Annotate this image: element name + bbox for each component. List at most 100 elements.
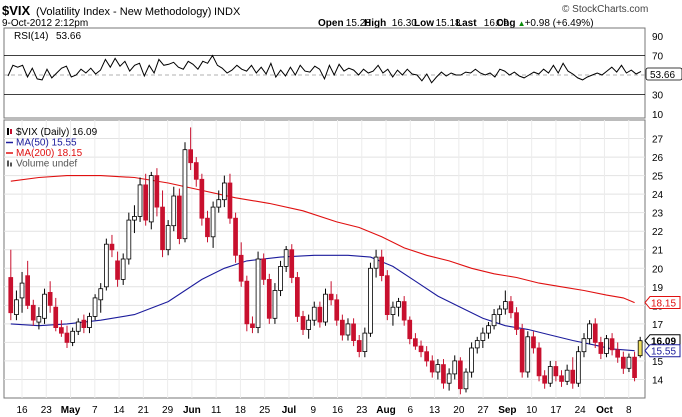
candle-body (70, 330, 75, 343)
candle-body (637, 340, 643, 357)
rsi-grid (4, 55, 645, 95)
candle-body (441, 364, 446, 384)
candle (328, 281, 334, 306)
candle (542, 370, 548, 389)
candle (452, 355, 458, 380)
candle-body (143, 184, 148, 221)
candle-body (278, 265, 283, 291)
candle-body (193, 162, 199, 180)
price-grid (4, 120, 645, 398)
candle-body (14, 299, 19, 315)
candle-body (531, 336, 536, 349)
candle-body (396, 301, 401, 308)
candle-body (609, 338, 615, 351)
candle-body (536, 347, 542, 377)
candle-body (457, 360, 463, 390)
price-tick-label: 26 (652, 153, 664, 164)
candle-body (384, 275, 390, 316)
candle-body (154, 175, 160, 208)
candle-body (525, 336, 531, 373)
candle (559, 370, 564, 387)
quote-value-low: 15.18 (436, 18, 461, 29)
date-tick-label: 29 (162, 405, 174, 416)
candle-body (418, 345, 424, 353)
candle-body (542, 375, 548, 384)
candle (480, 327, 486, 348)
candle-body (216, 199, 222, 208)
candle (25, 260, 31, 310)
candle-body (294, 277, 300, 317)
candle (250, 316, 255, 334)
candle-body (53, 306, 59, 329)
candle (514, 307, 519, 335)
date-tick-label: 21 (138, 405, 150, 416)
date-tick-label: 25 (259, 405, 271, 416)
candle-body (491, 314, 497, 327)
legend-entry: $VIX (Daily) 16.09 (16, 127, 98, 138)
candle-body (604, 338, 609, 354)
quote-label-high: High (364, 18, 386, 29)
candle (14, 290, 19, 321)
candle-body (474, 340, 480, 349)
candle (547, 360, 553, 387)
candle (126, 212, 132, 265)
candle-body (429, 360, 435, 373)
candle (19, 271, 25, 313)
candle (154, 168, 160, 217)
candle-body (272, 290, 278, 319)
candle-body (576, 351, 581, 384)
change-up-icon: ▲ (518, 19, 526, 28)
candle (221, 175, 227, 208)
candle-body (115, 260, 120, 280)
candle (199, 173, 205, 226)
price-panel: 1415161718192021222324252627 18.1516.091… (3, 119, 681, 416)
candle-body (266, 278, 272, 319)
quote-value-last: 16.09 (484, 18, 509, 29)
date-tick-label: 20 (453, 405, 465, 416)
candle-body (205, 217, 210, 238)
candle (356, 334, 362, 358)
last-value-tag-box (644, 344, 681, 358)
candle-body (317, 306, 323, 323)
candle (104, 238, 109, 291)
candle-body (379, 256, 385, 277)
candle (182, 142, 188, 243)
volume-bars-icon (7, 160, 9, 167)
candle-body (564, 369, 570, 382)
date-tick-label: 6 (408, 405, 414, 416)
stockcharts-watermark: © StockCharts.com (562, 4, 648, 15)
candle (317, 301, 323, 328)
candle-body (345, 323, 351, 336)
candle (570, 357, 576, 389)
candle-body (109, 243, 115, 251)
candle-body (19, 282, 25, 299)
price-tick-label: 19 (652, 283, 664, 294)
candle (626, 353, 632, 373)
date-tick-label: 13 (429, 405, 441, 416)
candle-body (412, 338, 418, 347)
candle (401, 296, 407, 326)
candle (373, 249, 379, 278)
candle-body (424, 351, 430, 362)
candle (536, 342, 542, 382)
candle-body (587, 323, 592, 340)
candle (188, 127, 193, 171)
date-axis: 16 23 May 7 14 21 29 Jun 11 18 25 Jul 9 16 23 Aug 6 13 20 2… (16, 405, 632, 416)
candle (553, 360, 559, 382)
candle-body (36, 316, 42, 323)
candle-body (244, 280, 250, 325)
candle-body (356, 340, 362, 353)
ticker-name: (Volatility Index - New Methodology) (36, 6, 211, 18)
candle-body (8, 277, 14, 314)
candle (311, 301, 317, 326)
candle (143, 173, 148, 226)
candle-body (59, 327, 64, 334)
candle (345, 318, 351, 341)
candle-body (255, 258, 261, 328)
candle (294, 271, 300, 323)
ma200-line (10, 175, 635, 304)
candle (412, 333, 418, 350)
candle (92, 294, 98, 321)
